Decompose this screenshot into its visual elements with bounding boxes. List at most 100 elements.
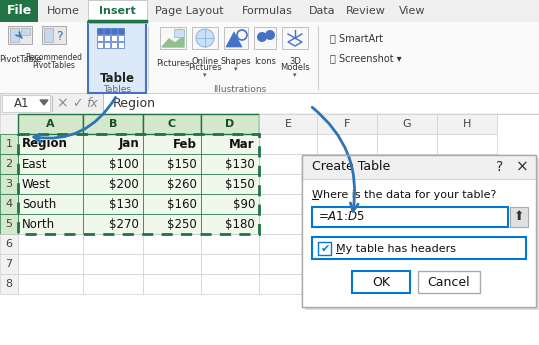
Bar [104, 28, 110, 34]
Text: ✓: ✓ [72, 97, 82, 110]
Bar [259, 274, 317, 294]
Bar [317, 174, 377, 194]
Bar [83, 214, 143, 234]
Bar [377, 234, 437, 254]
Text: $150: $150 [225, 177, 255, 190]
Bar [18, 274, 83, 294]
Text: E: E [285, 119, 292, 129]
Bar [97, 28, 103, 34]
Bar [0, 154, 18, 174]
Bar [201, 134, 259, 154]
Text: Mar: Mar [230, 138, 255, 150]
Text: $200: $200 [109, 177, 139, 190]
Bar [231, 0, 303, 22]
Bar [437, 194, 497, 214]
Bar [83, 154, 143, 174]
Bar [259, 114, 317, 134]
Text: Review: Review [345, 6, 385, 16]
Bar [377, 214, 437, 234]
Text: 8: 8 [5, 279, 12, 289]
Text: Illustrations: Illustrations [213, 85, 267, 93]
Bar [317, 214, 377, 234]
Text: ✔: ✔ [320, 244, 330, 254]
Text: 1: 1 [5, 139, 12, 149]
Text: Formulas: Formulas [241, 6, 293, 16]
Bar [312, 237, 526, 259]
Bar [437, 154, 497, 174]
Bar [377, 274, 437, 294]
Bar [0, 0, 539, 93]
Bar [303, 0, 341, 22]
Bar [118, 35, 124, 41]
Text: 6: 6 [5, 239, 12, 249]
Bar [317, 274, 377, 294]
Bar [437, 134, 497, 154]
Text: My table has headers: My table has headers [336, 244, 456, 254]
Bar [201, 254, 259, 274]
Text: Models: Models [280, 63, 310, 72]
Bar [143, 194, 201, 214]
Circle shape [265, 30, 275, 40]
Bar [317, 234, 377, 254]
Text: Online: Online [191, 58, 219, 67]
Bar [0, 254, 18, 274]
Text: Tables: Tables [103, 85, 132, 93]
Bar [0, 274, 18, 294]
Text: ×: × [56, 97, 68, 110]
Text: ?: ? [56, 30, 63, 42]
Bar [104, 42, 110, 48]
Text: ▾: ▾ [293, 72, 297, 78]
Bar [437, 274, 497, 294]
Text: $260: $260 [167, 177, 197, 190]
Text: 4: 4 [5, 199, 12, 209]
Bar [21, 28, 30, 35]
Text: 📷 Screenshot ▾: 📷 Screenshot ▾ [330, 53, 402, 63]
Text: Shapes: Shapes [220, 58, 251, 67]
Bar [317, 254, 377, 274]
Bar [377, 174, 437, 194]
Text: $180: $180 [225, 217, 255, 230]
Polygon shape [40, 100, 48, 105]
Text: Recommended: Recommended [25, 53, 82, 62]
Bar [83, 234, 143, 254]
Circle shape [257, 32, 267, 42]
Bar [97, 42, 103, 48]
Bar [259, 234, 317, 254]
Bar [201, 194, 259, 214]
Bar [254, 27, 276, 49]
Text: G: G [403, 119, 411, 129]
Bar [0, 174, 18, 194]
Text: Region: Region [113, 97, 156, 110]
Bar [44, 28, 53, 42]
Bar [0, 214, 18, 234]
Bar [318, 242, 331, 255]
Bar [377, 194, 437, 214]
Text: F: F [344, 119, 350, 129]
Bar [147, 0, 231, 22]
Text: Pictures: Pictures [188, 63, 222, 72]
Text: $130: $130 [109, 197, 139, 210]
Bar [317, 154, 377, 174]
Bar [18, 234, 83, 254]
Bar [437, 254, 497, 274]
Bar [18, 194, 83, 214]
Bar [437, 114, 497, 134]
Text: $150: $150 [167, 158, 197, 170]
Bar [83, 274, 143, 294]
Bar [111, 28, 117, 34]
Bar [0, 22, 539, 93]
Text: Cancel: Cancel [427, 276, 471, 288]
Text: $100: $100 [109, 158, 139, 170]
Bar [259, 214, 317, 234]
Bar [201, 234, 259, 254]
Bar [302, 155, 536, 179]
Bar [0, 114, 539, 345]
Bar [83, 174, 143, 194]
Bar [259, 194, 317, 214]
Bar [341, 0, 390, 22]
Bar [88, 0, 147, 23]
Text: PivotTable: PivotTable [0, 56, 42, 65]
Bar [0, 0, 38, 22]
Bar [437, 234, 497, 254]
Text: $250: $250 [167, 217, 197, 230]
